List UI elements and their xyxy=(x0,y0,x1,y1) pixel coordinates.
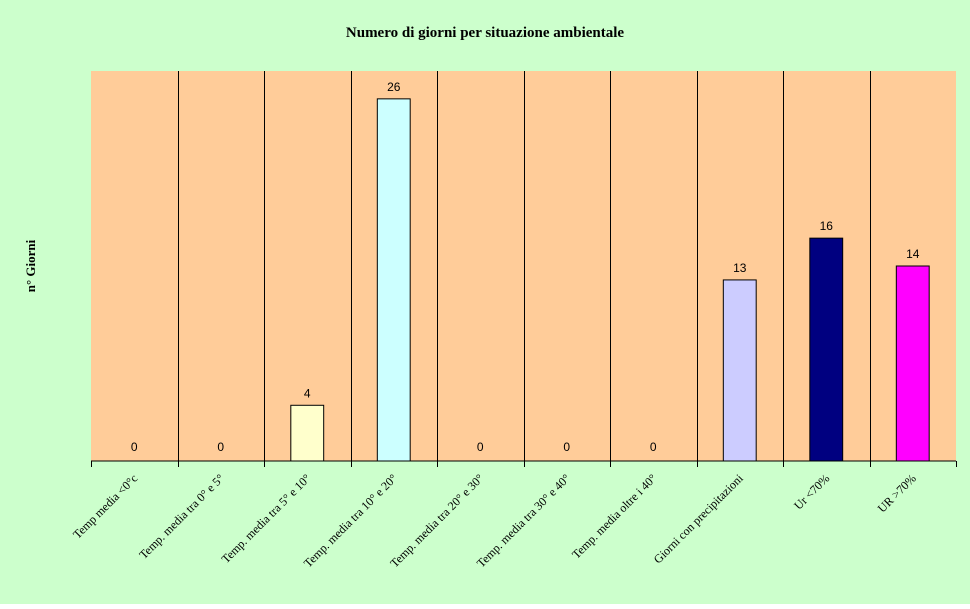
data-label: 0 xyxy=(131,440,138,454)
data-label: 0 xyxy=(217,440,224,454)
data-label: 0 xyxy=(477,440,484,454)
bar xyxy=(809,237,844,462)
data-label: 4 xyxy=(304,386,311,400)
value-labels: 0 0 4 26 0 0 0 13 16 14 xyxy=(131,80,920,454)
data-label: 0 xyxy=(563,440,570,454)
data-label: 13 xyxy=(733,261,747,275)
data-label: 0 xyxy=(650,440,657,454)
bar xyxy=(376,98,411,462)
y-axis-label: n° Giorni xyxy=(23,239,38,292)
bar xyxy=(290,404,325,462)
data-label: 14 xyxy=(906,247,920,261)
bars xyxy=(290,98,930,462)
x-axis-ticks xyxy=(91,461,957,467)
data-label: 16 xyxy=(820,219,834,233)
bar xyxy=(722,279,757,462)
data-label: 26 xyxy=(387,80,401,94)
chart-title: Numero di giorni per situazione ambienta… xyxy=(346,25,625,41)
bar xyxy=(895,265,930,462)
category-separators xyxy=(178,71,871,461)
